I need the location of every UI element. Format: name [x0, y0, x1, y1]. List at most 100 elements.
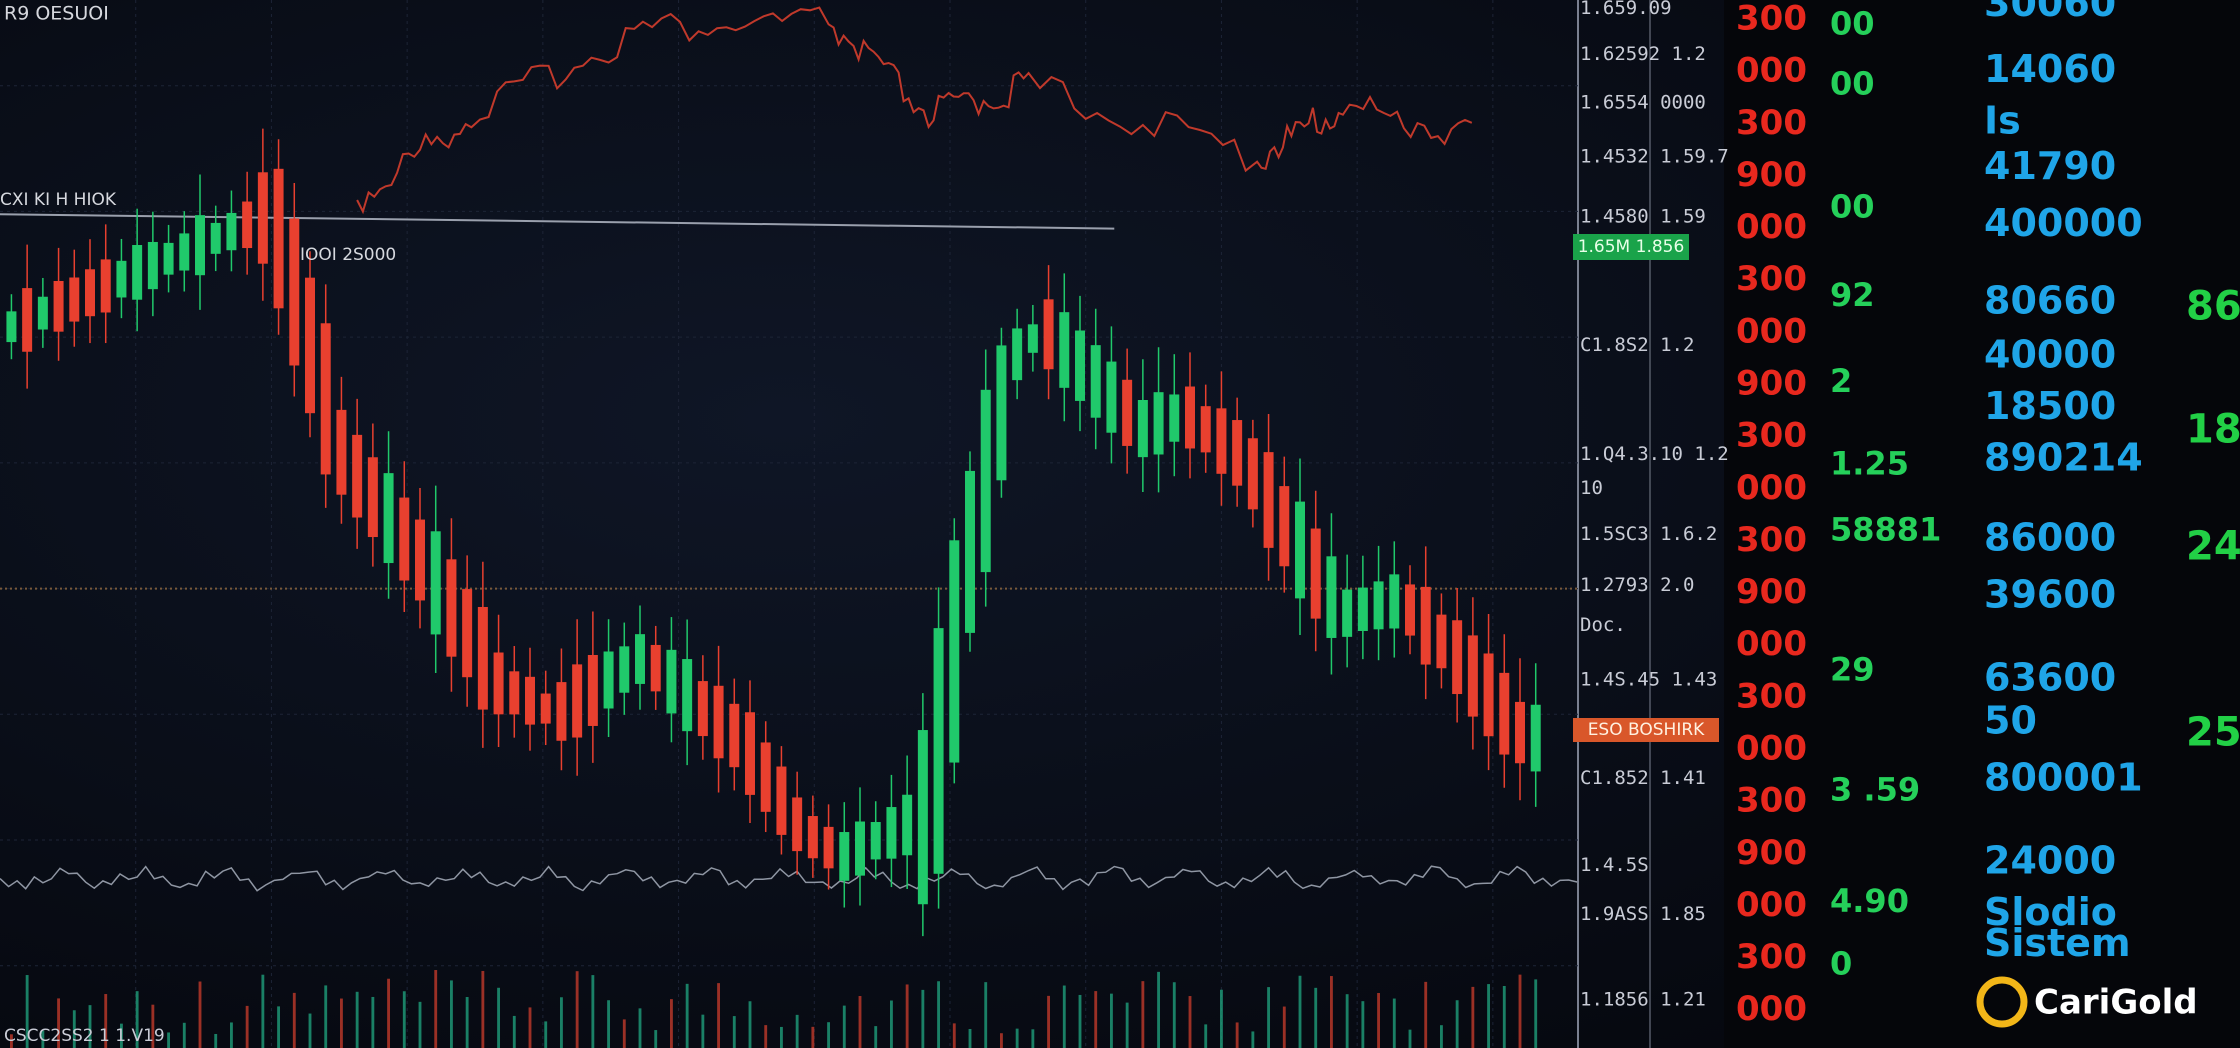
volume-bar: [1345, 994, 1349, 1048]
volume-bar: [104, 994, 108, 1048]
candle-body: [1137, 399, 1148, 458]
volume-bar: [528, 1007, 532, 1048]
volume-bar: [1361, 1001, 1365, 1048]
candle-body: [839, 832, 850, 881]
candle-body: [446, 559, 457, 657]
candle-body: [1012, 328, 1023, 381]
candle-body: [870, 822, 881, 860]
logo-icon: [1976, 976, 2028, 1028]
order-price: 300: [1736, 259, 1807, 299]
candle-body: [886, 807, 897, 859]
trend-line: [356, 6, 1473, 215]
candle-body: [305, 277, 315, 414]
candle-body: [1326, 556, 1337, 638]
ticker-value: 30060: [1984, 0, 2116, 25]
volume-bar: [151, 1004, 155, 1048]
volume-bar: [230, 1022, 233, 1048]
order-price: 900: [1736, 833, 1807, 873]
ticker-value: 400000: [1984, 201, 2143, 245]
candle-body: [37, 296, 48, 330]
price-axis-label: C1.8S2 1.2: [1580, 334, 1694, 356]
candle-body: [195, 215, 205, 276]
volume-bar: [1157, 971, 1160, 1048]
volume-bar: [1330, 976, 1333, 1048]
candle-body: [587, 654, 598, 726]
volume-bar: [1047, 995, 1050, 1048]
candle-body: [509, 671, 520, 715]
volume-bar: [324, 985, 328, 1048]
volume-bar: [1440, 1025, 1443, 1048]
candle-body: [902, 794, 913, 856]
candle-body: [273, 168, 284, 309]
ticker-value: 41790: [1984, 144, 2116, 188]
order-size: 0: [1830, 945, 1852, 983]
candle-body: [210, 222, 221, 254]
volume-bar: [1314, 987, 1318, 1048]
volume-bar: [1015, 1028, 1019, 1048]
candle-body: [729, 703, 740, 768]
volume-bar: [1251, 1031, 1255, 1048]
chart-title: R9 OESUOI: [4, 3, 109, 25]
order-price: 000: [1736, 51, 1807, 91]
volume-bar: [120, 1023, 123, 1048]
volume-bar: [340, 998, 343, 1048]
logo-text: CariGold: [2034, 983, 2198, 1023]
price-axis-label: 1.5SC3 1.6.2: [1580, 523, 1717, 545]
volume-bar: [905, 984, 909, 1048]
volume-bar: [1031, 1029, 1035, 1048]
candle-body: [1295, 501, 1305, 599]
volume-bar: [1188, 996, 1192, 1048]
ticker-value: Slodio: [1984, 890, 2117, 934]
order-size: 00: [1830, 188, 1875, 226]
volume-bar: [1392, 998, 1396, 1048]
candle-body: [635, 634, 645, 684]
volume-bar: [1298, 975, 1302, 1048]
order-size: 00: [1830, 5, 1875, 43]
volume-bar: [701, 1014, 705, 1048]
volume-bar: [72, 1010, 76, 1048]
ticker-value: 50: [1984, 698, 2037, 742]
candle-body: [1216, 408, 1227, 474]
candle-body: [147, 241, 158, 290]
ticker-value: 18500: [1984, 384, 2116, 428]
candle-body: [619, 646, 630, 693]
ticker-change: 86: [2186, 284, 2240, 330]
order-price: 300: [1736, 781, 1807, 821]
volume-bar: [1471, 986, 1475, 1048]
candle-body: [116, 260, 127, 298]
volume-bar: [842, 1005, 846, 1048]
order-price: 300: [1736, 937, 1807, 977]
volume-bar: [968, 1029, 972, 1048]
ticker-value: 14060: [1984, 47, 2116, 91]
volume-bar: [371, 996, 375, 1048]
candle-body: [1279, 486, 1290, 567]
candle-body: [1185, 386, 1195, 449]
candle-body: [525, 676, 535, 725]
volume-bar: [1220, 989, 1223, 1048]
volume-bar: [308, 1013, 312, 1048]
candle-body: [1027, 324, 1038, 353]
candle-body: [352, 434, 363, 518]
volume-bar: [827, 1022, 830, 1048]
indicator-label: CXI KI H HIOK: [0, 190, 117, 210]
candle-body: [1153, 392, 1164, 455]
footer-label: CSCC2SS2 1 1.V19: [4, 1026, 165, 1046]
order-size: 92: [1830, 276, 1875, 314]
volume-bar: [560, 997, 563, 1048]
candle-body: [760, 742, 771, 812]
order-price: 000: [1736, 624, 1807, 664]
candle-body: [933, 628, 944, 874]
volume-bar: [952, 1023, 956, 1048]
order-price: 300: [1736, 520, 1807, 560]
logo: CariGold: [1976, 976, 2198, 1028]
ticker-change: 186: [2186, 406, 2240, 452]
volume-bar: [88, 1005, 92, 1048]
candle-body: [1515, 701, 1525, 764]
order-price: 900: [1736, 155, 1807, 195]
level-line: [0, 213, 1115, 230]
ticker-change: 25: [2186, 709, 2240, 755]
volume-bar: [670, 999, 673, 1048]
volume-bar: [654, 1030, 658, 1048]
candle-body: [1420, 586, 1431, 665]
volume-bar: [1110, 993, 1113, 1048]
